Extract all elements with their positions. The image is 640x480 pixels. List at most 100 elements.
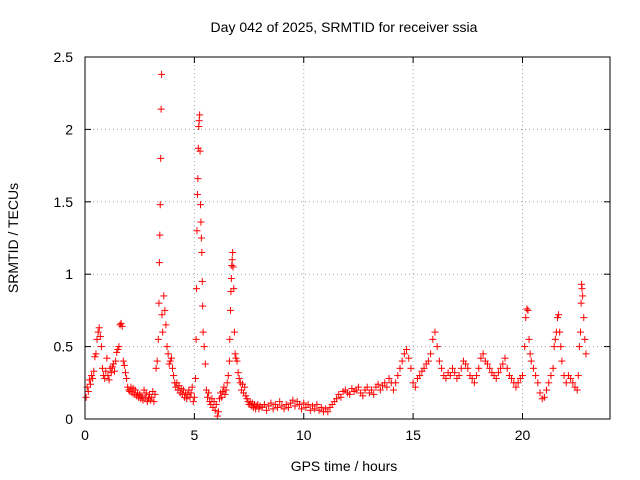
data-point — [196, 111, 204, 119]
data-point — [114, 345, 122, 353]
data-point — [229, 248, 237, 256]
data-point — [199, 302, 207, 310]
data-points — [82, 70, 590, 420]
data-point — [213, 412, 221, 420]
data-point — [227, 288, 235, 296]
data-point — [226, 306, 234, 314]
data-point — [562, 379, 570, 387]
data-point — [165, 360, 173, 368]
data-point — [204, 393, 211, 401]
data-point — [224, 372, 232, 380]
data-point — [503, 364, 511, 372]
data-point — [438, 364, 446, 372]
data-point — [233, 357, 241, 365]
data-point — [211, 406, 219, 414]
data-point — [468, 374, 476, 382]
y-tick-label: 2.5 — [54, 49, 74, 65]
data-point — [431, 328, 439, 336]
y-tick-label: 2 — [65, 121, 73, 137]
data-point — [333, 395, 341, 403]
data-point — [183, 395, 191, 403]
data-point — [522, 314, 530, 322]
data-point — [549, 364, 557, 372]
data-point — [228, 256, 236, 264]
data-point — [218, 393, 226, 401]
data-point — [232, 354, 240, 362]
data-point — [199, 328, 207, 336]
data-point — [429, 335, 437, 343]
data-point — [90, 367, 98, 375]
plot-frame — [84, 56, 611, 420]
x-tick-label: 5 — [190, 427, 198, 443]
data-point — [193, 227, 201, 235]
data-point — [289, 396, 297, 404]
data-point — [524, 306, 532, 314]
data-point — [95, 324, 103, 332]
data-point — [354, 383, 362, 391]
data-point — [486, 364, 494, 372]
data-point — [370, 390, 378, 398]
data-point — [152, 364, 160, 372]
data-point — [197, 218, 205, 226]
y-tick-label: 0 — [65, 411, 73, 427]
data-point — [420, 364, 428, 372]
data-point — [225, 357, 233, 365]
data-point — [156, 201, 164, 209]
data-point — [119, 357, 127, 365]
data-point — [169, 364, 176, 372]
data-point — [143, 398, 151, 406]
data-point — [464, 364, 472, 372]
data-point — [269, 405, 277, 413]
data-point — [455, 372, 463, 380]
axes: 0 5 10 15 20 0 0.5 1 1.5 2 2.5 — [54, 49, 611, 443]
data-point — [157, 105, 165, 113]
data-point — [573, 386, 581, 394]
data-point — [416, 372, 424, 380]
chart-title: Day 042 of 2025, SRMTID for receiver ssi… — [211, 19, 478, 35]
data-point — [84, 387, 92, 395]
data-point — [582, 350, 590, 358]
data-point — [484, 360, 491, 368]
data-point — [231, 350, 239, 358]
data-point — [229, 263, 237, 271]
data-point — [89, 374, 97, 382]
data-point — [120, 361, 128, 369]
data-point — [477, 354, 485, 362]
data-point — [280, 405, 288, 413]
data-point — [545, 379, 553, 387]
data-point — [558, 357, 566, 365]
data-point — [99, 364, 106, 372]
data-point — [158, 70, 166, 78]
data-point — [188, 383, 196, 391]
y-axis-title: SRMTID / TECUs — [5, 183, 21, 293]
data-point — [85, 376, 93, 384]
data-point — [105, 376, 113, 384]
data-point — [523, 305, 531, 313]
data-point — [579, 292, 587, 300]
data-point — [554, 314, 561, 322]
data-point — [194, 144, 202, 152]
data-point — [151, 390, 159, 398]
x-tick-label: 10 — [296, 427, 312, 443]
data-point — [113, 348, 121, 356]
data-point — [300, 399, 308, 407]
data-point — [446, 372, 454, 380]
data-point — [567, 374, 575, 382]
data-point — [295, 401, 303, 409]
data-point — [396, 364, 404, 372]
data-point — [529, 364, 537, 372]
data-point — [192, 335, 200, 343]
data-point — [409, 379, 417, 387]
data-point — [532, 372, 540, 380]
data-point — [385, 374, 393, 382]
data-point — [363, 383, 371, 391]
data-point — [154, 335, 162, 343]
data-point — [557, 343, 565, 351]
data-point — [424, 357, 432, 365]
data-point — [161, 306, 169, 314]
data-point — [298, 405, 306, 413]
x-tick-label: 20 — [515, 427, 531, 443]
data-point — [494, 369, 502, 377]
y-tick-label: 0.5 — [54, 339, 74, 355]
